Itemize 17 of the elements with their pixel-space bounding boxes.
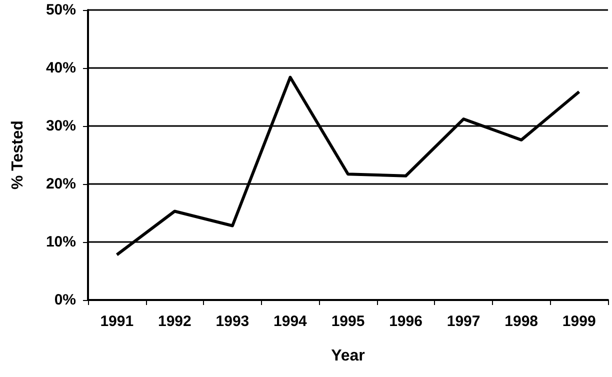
x-tick-label: 1998 — [504, 313, 538, 330]
y-tick-label: 40% — [46, 60, 76, 76]
x-tick-label: 1997 — [446, 313, 480, 330]
x-tick-label: 1996 — [389, 313, 422, 330]
x-axis-title: Year — [331, 348, 365, 364]
x-tick-label: 1991 — [100, 313, 134, 330]
x-tick-label: 1992 — [158, 313, 192, 330]
x-tick-label: 1994 — [274, 313, 308, 330]
y-tick-label: 30% — [46, 118, 76, 134]
y-axis-title: % Tested — [10, 120, 26, 190]
y-tick-label: 20% — [46, 176, 76, 192]
x-tick-label: 1999 — [562, 313, 596, 330]
y-tick-label: 10% — [46, 234, 76, 250]
y-tick-label: 0% — [54, 292, 76, 308]
x-tick-label: 1995 — [331, 313, 365, 330]
y-tick-label: 50% — [46, 2, 76, 18]
x-tick-label: 1993 — [216, 313, 250, 330]
